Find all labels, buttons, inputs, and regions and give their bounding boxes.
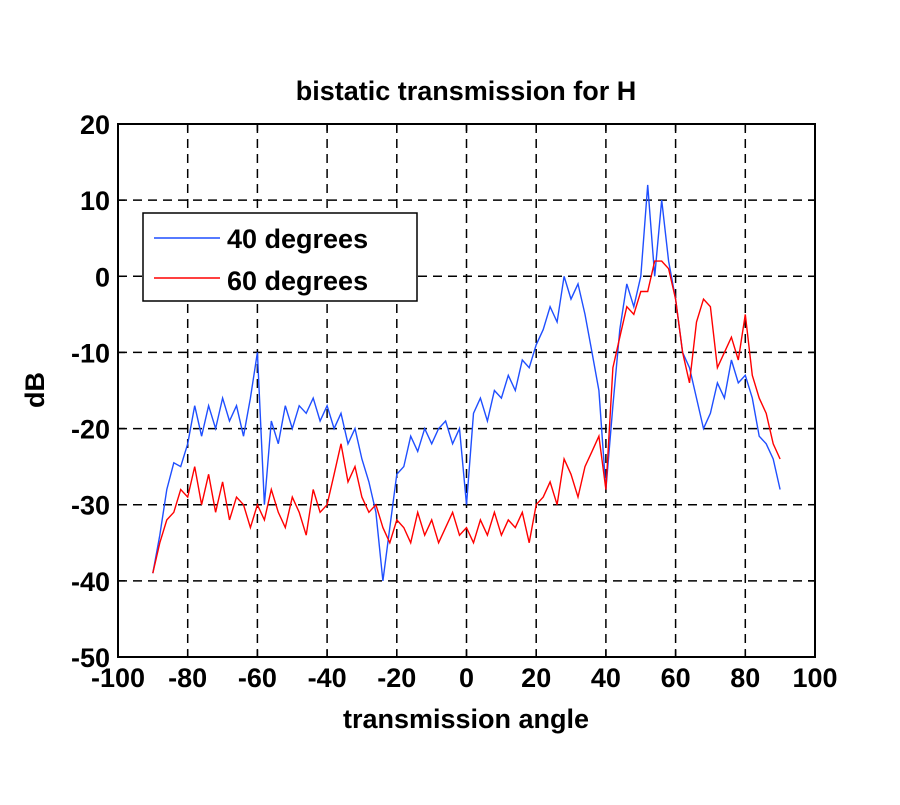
chart-title: bistatic transmission for H xyxy=(296,76,637,106)
x-tick-label: 40 xyxy=(591,663,621,693)
y-tick-label: -10 xyxy=(71,338,110,368)
x-tick-label: 60 xyxy=(661,663,691,693)
y-tick-label: 20 xyxy=(80,110,110,140)
x-tick-label: 0 xyxy=(459,663,474,693)
y-tick-label: 10 xyxy=(80,186,110,216)
x-tick-label: -100 xyxy=(91,663,145,693)
x-tick-label: 80 xyxy=(730,663,760,693)
x-tick-label: -40 xyxy=(308,663,347,693)
y-tick-label: -20 xyxy=(71,415,110,445)
x-tick-label: 100 xyxy=(792,663,837,693)
series-line-60-degrees xyxy=(152,260,781,574)
legend-label-40: 40 degrees xyxy=(227,224,368,254)
x-axis-label: transmission angle xyxy=(343,704,589,734)
legend: 40 degrees 60 degrees xyxy=(142,212,418,302)
x-tick-label: -20 xyxy=(377,663,416,693)
x-tick-label: -80 xyxy=(168,663,207,693)
x-tick-label: 20 xyxy=(521,663,551,693)
x-tick-label: -60 xyxy=(238,663,277,693)
y-tick-label: -40 xyxy=(71,567,110,597)
y-tick-label: 0 xyxy=(95,262,110,292)
legend-label-60: 60 degrees xyxy=(227,266,368,296)
y-axis-label: dB xyxy=(20,372,50,408)
legend-box xyxy=(142,212,418,302)
y-tick-label: -30 xyxy=(71,491,110,521)
y-tick-label: -50 xyxy=(71,643,110,673)
